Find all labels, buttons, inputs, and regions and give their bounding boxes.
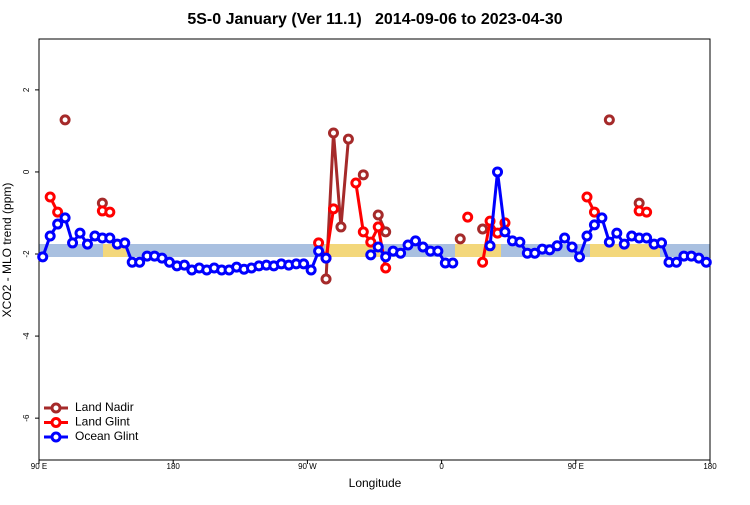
- data-point: [305, 264, 317, 276]
- data-point: [365, 249, 377, 261]
- data-point: [641, 206, 653, 218]
- data-point: [104, 232, 116, 244]
- data-point: [327, 203, 339, 215]
- data-point: [298, 258, 310, 270]
- data-point: [67, 237, 79, 249]
- data-point: [313, 245, 325, 257]
- data-point: [357, 169, 369, 181]
- data-point: [81, 238, 93, 250]
- y-tick-label: -6: [22, 414, 31, 422]
- y-tick-label: -4: [22, 332, 31, 340]
- data-point: [499, 226, 511, 238]
- y-tick-label: 2: [22, 87, 31, 92]
- x-axis-title: Longitude: [349, 476, 402, 490]
- data-point: [670, 256, 682, 268]
- x-tick-label: 90 W: [298, 462, 317, 471]
- y-tick-label: 0: [22, 169, 31, 174]
- data-point: [484, 240, 496, 252]
- data-point: [477, 223, 489, 235]
- data-point: [372, 241, 384, 253]
- data-point: [454, 233, 466, 245]
- x-tick-label: 90 E: [31, 462, 47, 471]
- plot-frame: [38, 38, 711, 461]
- y-tick-label: -2: [22, 250, 31, 258]
- data-point: [119, 237, 131, 249]
- data-point: [380, 226, 392, 238]
- data-point: [574, 251, 586, 263]
- data-point: [44, 230, 56, 242]
- data-point: [566, 241, 578, 253]
- data-point: [327, 127, 339, 139]
- x-tick-label: 90 E: [568, 462, 584, 471]
- data-point: [641, 232, 653, 244]
- y-axis-title: XCO2 - MLO trend (ppm): [0, 183, 14, 318]
- data-point: [350, 177, 362, 189]
- data-point: [588, 219, 600, 231]
- data-point: [596, 212, 608, 224]
- data-point: [588, 206, 600, 218]
- legend-marker: [50, 402, 62, 414]
- data-point: [178, 259, 190, 271]
- data-point: [611, 227, 623, 239]
- data-point: [514, 236, 526, 248]
- legend-label: Ocean Glint: [75, 429, 139, 443]
- data-point: [320, 252, 332, 264]
- x-tick-label: 180: [167, 462, 181, 471]
- data-point: [365, 236, 377, 248]
- data-point: [559, 232, 571, 244]
- data-point: [462, 211, 474, 223]
- data-point: [581, 191, 593, 203]
- legend-label: Land Glint: [75, 415, 130, 429]
- data-point: [603, 236, 615, 248]
- data-point: [380, 262, 392, 274]
- data-point: [395, 247, 407, 259]
- data-point: [618, 238, 630, 250]
- data-point: [59, 114, 71, 126]
- data-point: [335, 221, 347, 233]
- x-tick-label: 0: [439, 462, 444, 471]
- data-point: [59, 212, 71, 224]
- data-point: [372, 209, 384, 221]
- data-point: [357, 226, 369, 238]
- data-point: [74, 227, 86, 239]
- data-point: [320, 273, 332, 285]
- data-point: [581, 230, 593, 242]
- data-point: [342, 133, 354, 145]
- data-point: [52, 206, 64, 218]
- data-point: [410, 235, 422, 247]
- data-point: [656, 237, 668, 249]
- data-point: [551, 240, 563, 252]
- data-point: [372, 221, 384, 233]
- legend-marker: [50, 417, 62, 428]
- data-point: [104, 206, 116, 218]
- data-point: [603, 114, 615, 126]
- x-tick-label: 180: [703, 462, 717, 471]
- legend-label: Land Nadir: [75, 400, 134, 414]
- data-point: [447, 257, 459, 269]
- data-point: [37, 251, 49, 263]
- data-point: [44, 191, 56, 203]
- data-point: [52, 218, 64, 230]
- data-point: [492, 166, 504, 178]
- data-point: [432, 245, 444, 257]
- data-point: [700, 256, 712, 268]
- data-point: [134, 256, 146, 268]
- data-point: [477, 256, 489, 268]
- legend-marker: [50, 431, 62, 443]
- data-point: [380, 251, 392, 263]
- chart-title: 5S-0 January (Ver 11.1) 2014-09-06 to 20…: [187, 11, 562, 28]
